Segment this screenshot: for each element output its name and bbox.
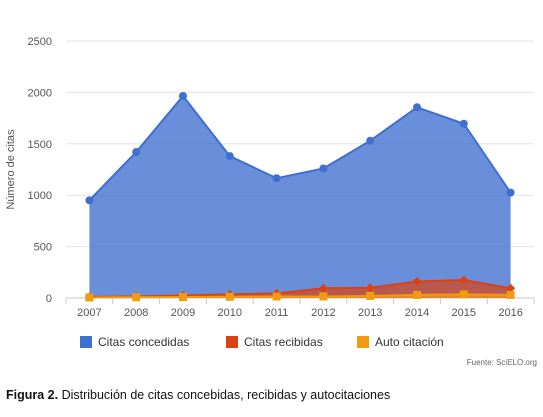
data-point [319,164,328,173]
figure-caption-text: Distribución de citas concebidas, recibi… [58,388,391,402]
source-note: Fuente: SciELO.org [467,358,537,367]
data-point [506,283,516,293]
legend-label: Citas recibidas [244,335,323,349]
x-tick-label: 2013 [358,307,382,319]
x-tick-label: 2007 [77,307,101,319]
x-tick-label: 2011 [265,307,289,319]
data-point [132,293,141,302]
data-point [179,91,187,100]
data-point [413,290,421,299]
data-point [272,174,281,183]
data-point [459,275,469,285]
data-point [132,148,141,157]
y-tick-label: 500 [34,242,52,254]
series-markers [84,91,516,302]
figure-caption-label: Figura 2. [6,388,59,402]
series-line-2 [89,293,511,299]
data-point [506,188,515,197]
data-point [412,277,422,287]
y-axis-title: Número de citas [5,129,17,210]
y-tick-label: 1000 [28,190,52,202]
series-areas [89,95,511,298]
x-tick-label: 2010 [218,307,242,319]
x-tick-label: 2014 [405,307,429,319]
y-axis-ticks: 0 500 1000 1500 2000 2500 [28,36,52,305]
series-area-1 [89,280,511,298]
legend-label: Auto citación [375,335,444,349]
legend-label: Citas concedidas [98,335,189,349]
y-tick-label: 2500 [28,36,52,48]
series-area-0 [89,95,511,298]
data-point [225,292,234,301]
data-point [366,136,375,145]
data-point [413,103,421,112]
data-point [272,292,281,301]
x-tick-label: 2015 [452,307,476,319]
data-point [459,119,468,128]
data-point [179,292,187,301]
x-tick-label: 2009 [171,307,195,319]
y-tick-label: 0 [46,293,52,305]
data-point [366,291,375,300]
y-tick-label: 2000 [28,87,52,99]
x-tick-label: 2012 [311,307,335,319]
legend: Citas concedidas Citas recibidas Auto cita… [80,335,444,349]
figure-caption: Figura 2. Distribución de citas concebid… [6,388,536,402]
x-tick-label: 2016 [498,307,522,319]
data-point [85,196,94,205]
x-axis-ticks: 2007 2008 2009 2010 2011 2012 2013 2014 2015 2016 [65,298,535,319]
data-point [318,283,328,293]
legend-swatch [226,336,238,348]
legend-swatch [80,336,92,348]
data-point [365,283,375,293]
y-tick-label: 1500 [28,139,52,151]
data-point [506,290,515,299]
area-chart-svg: 0 500 1000 1500 2000 2500 2007 2008 2009 2010 201… [5,36,537,367]
series-lines [88,94,512,299]
data-point [225,152,234,161]
series-line-1 [89,279,511,298]
data-point [319,292,328,301]
data-point [459,290,468,299]
x-tick-label: 2008 [124,307,148,319]
chart: 0 500 1000 1500 2000 2500 2007 2008 2009 2010 201… [5,36,537,367]
series-line-0 [88,94,512,202]
data-point [85,293,94,302]
legend-swatch [357,336,369,348]
